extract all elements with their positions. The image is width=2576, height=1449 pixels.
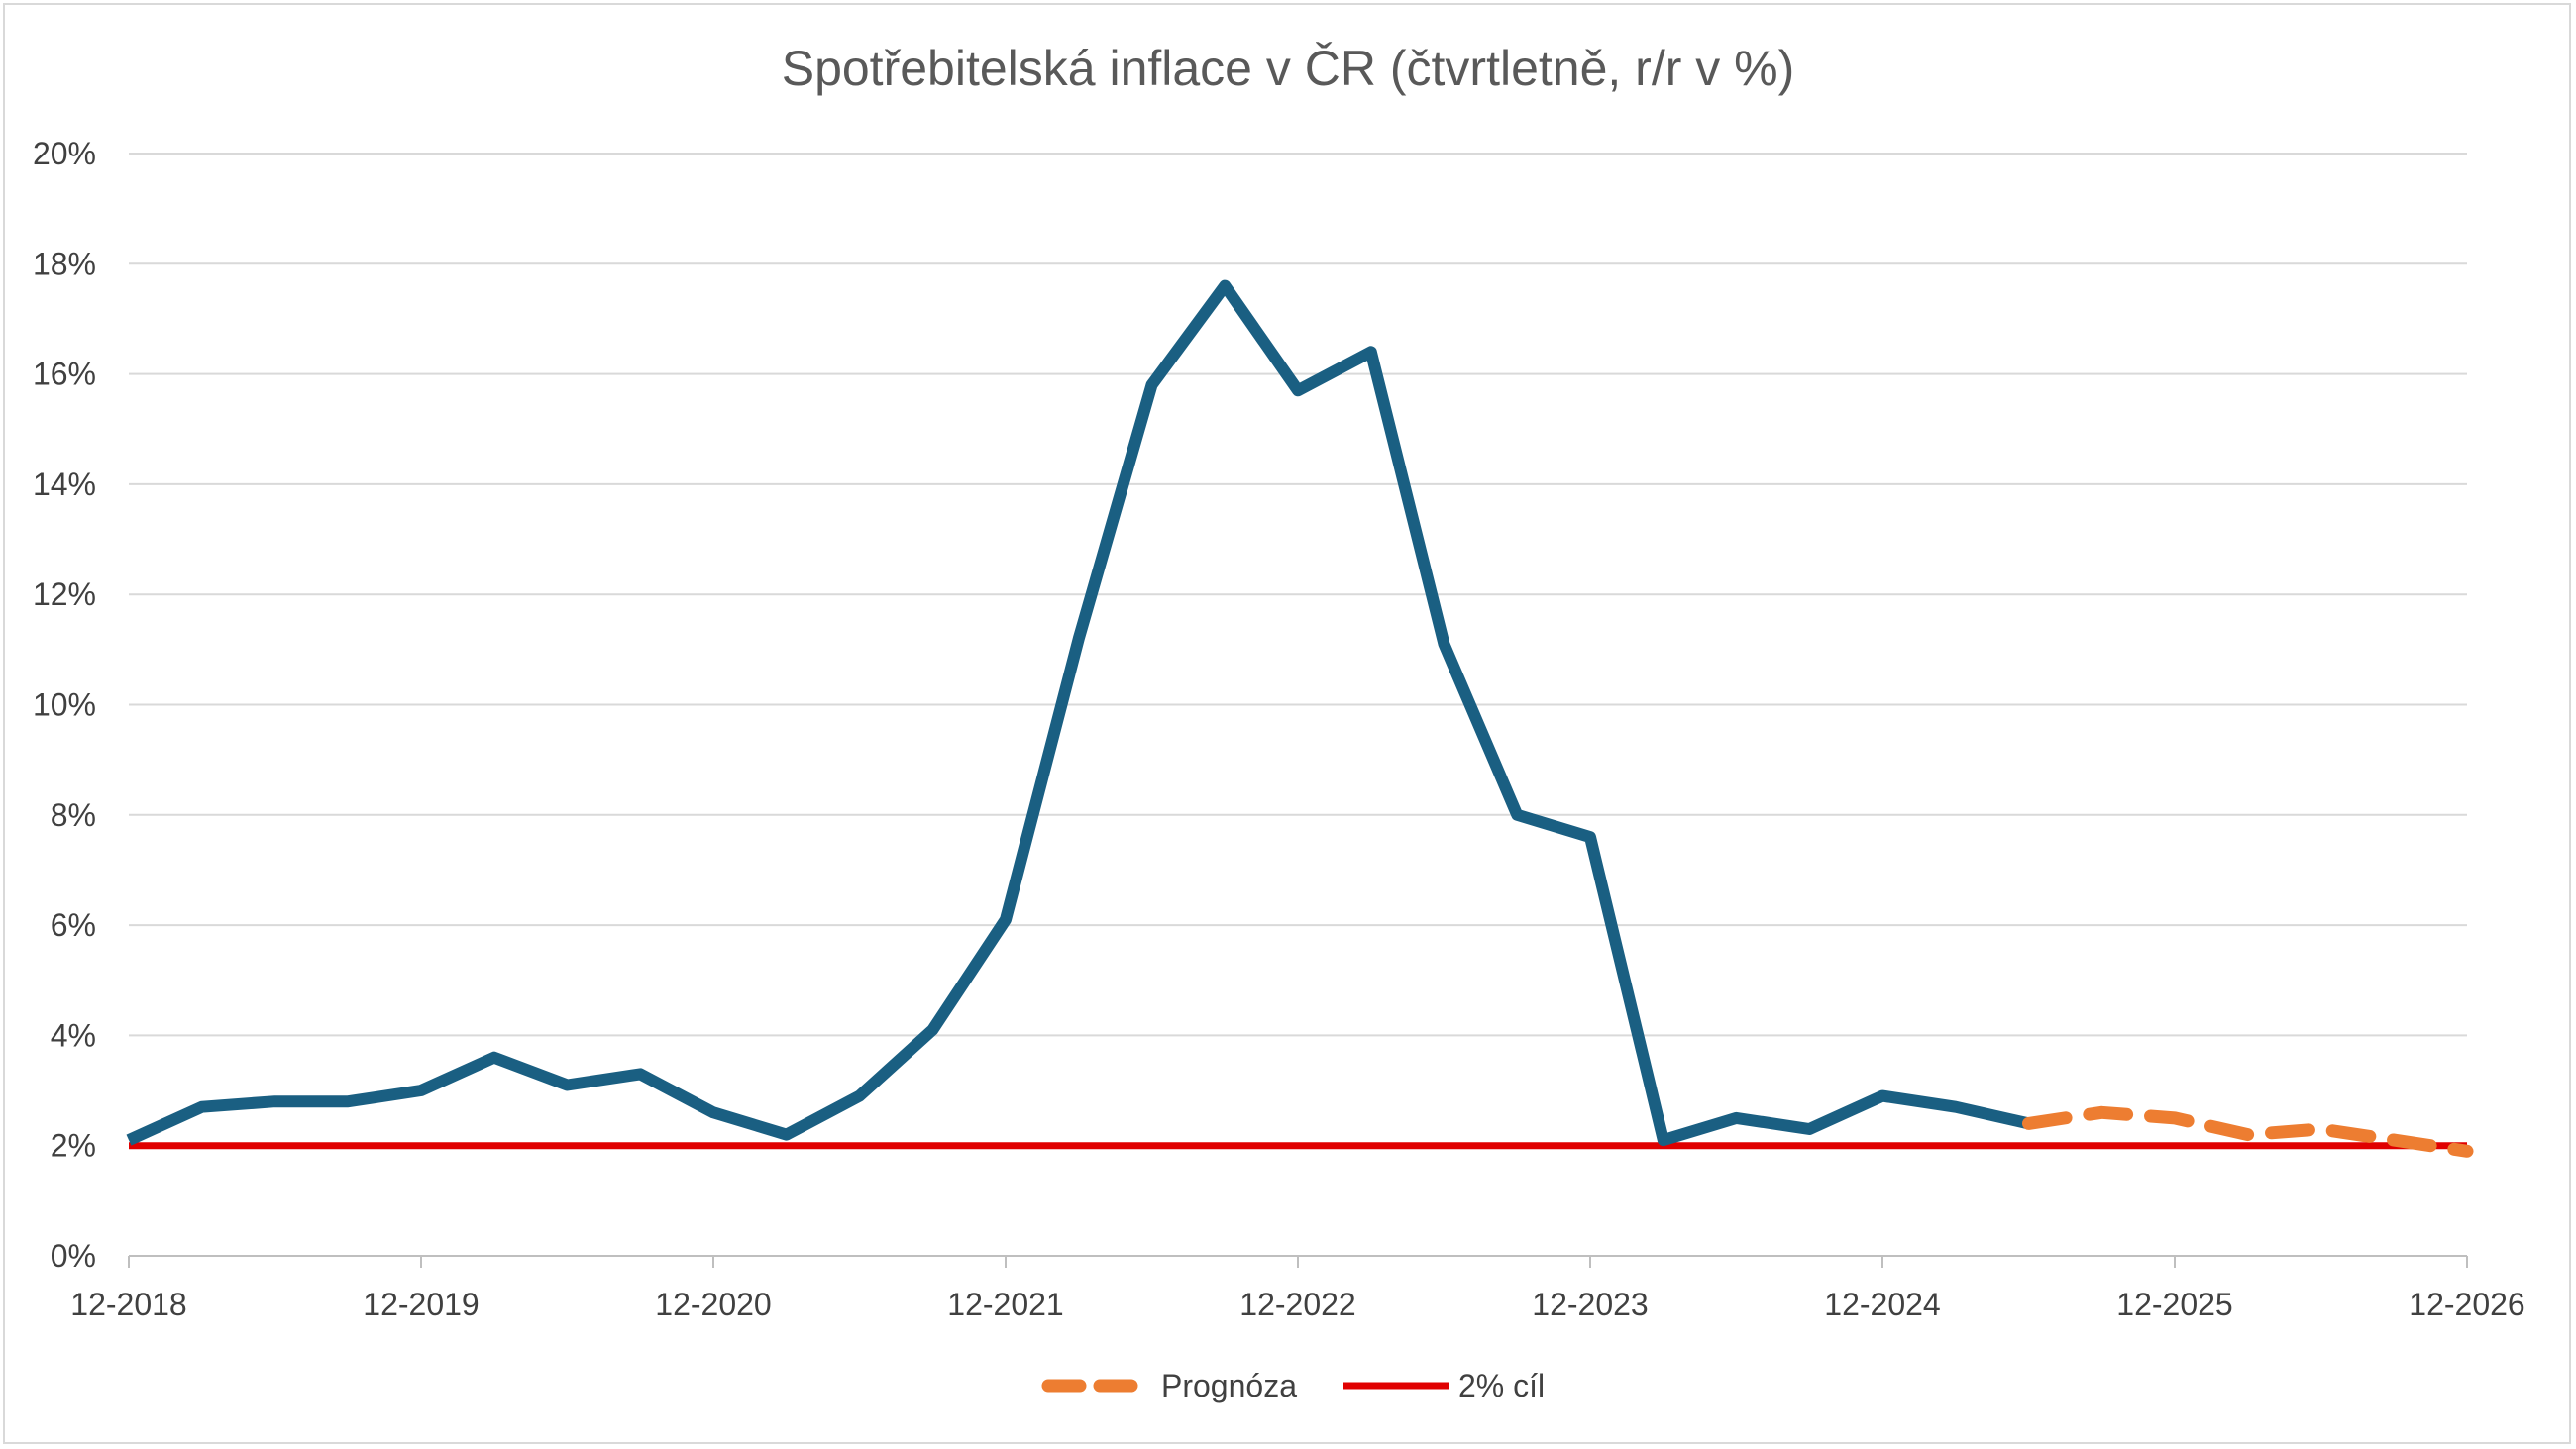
- series-line-inflation: [126, 279, 2030, 1147]
- chart-title: Spotřebitelská inflace v ČR (čtvrtletně,…: [782, 41, 1795, 96]
- y-tick-label: 6%: [51, 907, 96, 943]
- y-tick-label: 2%: [51, 1128, 96, 1164]
- y-tick-label: 18%: [33, 246, 96, 281]
- y-tick-label: 14%: [33, 466, 96, 502]
- x-tick-label: 12-2025: [2116, 1287, 2232, 1322]
- y-tick-label: 4%: [51, 1017, 96, 1053]
- series-line-forecast: [2022, 1105, 2474, 1158]
- y-tick-label: 20%: [33, 136, 96, 171]
- chart-frame: [3, 3, 2571, 1444]
- y-tick-label: 16%: [33, 357, 96, 392]
- legend-label-target: 2% cíl: [1458, 1368, 1545, 1403]
- x-tick-label: 12-2021: [947, 1287, 1063, 1322]
- x-tick-label: 12-2026: [2409, 1287, 2524, 1322]
- y-tick-label: 10%: [33, 687, 96, 723]
- x-tick-label: 12-2022: [1239, 1287, 1355, 1322]
- x-axis-tick-labels: 12-2018 12-2019 12-2020 12-2021 12-2022 12-20…: [70, 1287, 2524, 1322]
- series-lines: [126, 279, 2474, 1158]
- x-tick-label: 12-2024: [1824, 1287, 1940, 1322]
- legend: Prognóza 2% cíl: [1041, 1368, 1545, 1403]
- y-axis-tick-labels: 0% 2% 4% 6% 8% 10% 12% 14% 16% 18% 20%: [33, 136, 96, 1274]
- legend-label-forecast: Prognóza: [1161, 1368, 1297, 1403]
- y-tick-label: 12%: [33, 576, 96, 612]
- x-tick-label: 12-2020: [655, 1287, 771, 1322]
- x-tick-label: 12-2019: [363, 1287, 479, 1322]
- gridlines: [129, 153, 2467, 1147]
- y-tick-label: 0%: [51, 1238, 96, 1274]
- x-tick-label: 12-2023: [1532, 1287, 1648, 1322]
- x-tick-label: 12-2018: [70, 1287, 186, 1322]
- y-tick-label: 8%: [51, 797, 96, 833]
- x-axis: [128, 1255, 2468, 1268]
